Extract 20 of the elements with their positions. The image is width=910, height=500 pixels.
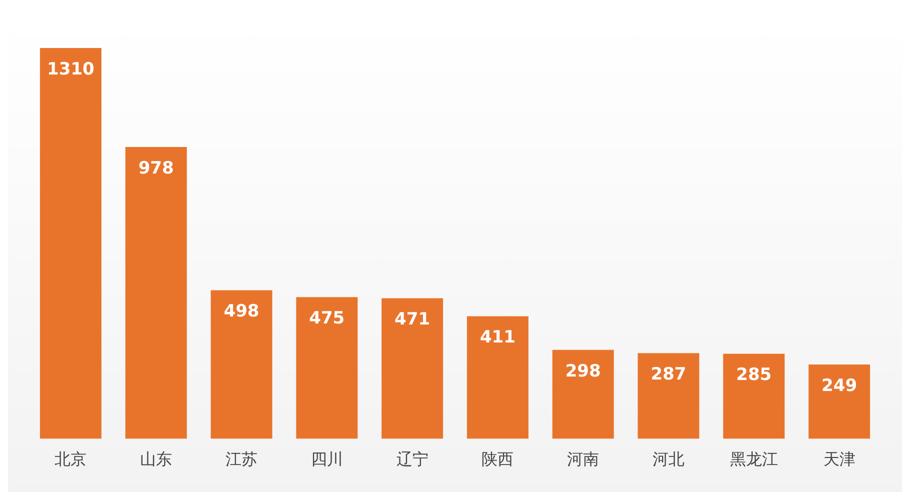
data-label: 1310: [47, 59, 95, 80]
data-label: 475: [309, 308, 345, 329]
x-tick-label: 黑龙江: [730, 450, 778, 469]
x-tick-label: 陕西: [482, 450, 514, 469]
data-label: 978: [138, 158, 174, 178]
data-label: 498: [224, 302, 260, 322]
data-label: 249: [822, 376, 858, 396]
data-label: 298: [565, 361, 601, 382]
x-tick-label: 河南: [567, 450, 600, 469]
data-label: 287: [650, 364, 686, 385]
x-tick-label: 四川: [310, 450, 343, 469]
x-tick-label: 江苏: [226, 450, 258, 469]
data-label: 285: [736, 365, 772, 386]
x-tick-label: 天津: [823, 450, 856, 469]
data-label: 411: [480, 328, 516, 348]
x-tick-label: 河北: [652, 450, 684, 469]
x-tick-label: 山东: [140, 450, 172, 469]
data-label: 471: [394, 310, 430, 330]
x-tick-label: 辽宁: [396, 450, 428, 469]
x-tick-label: 北京: [54, 450, 87, 469]
